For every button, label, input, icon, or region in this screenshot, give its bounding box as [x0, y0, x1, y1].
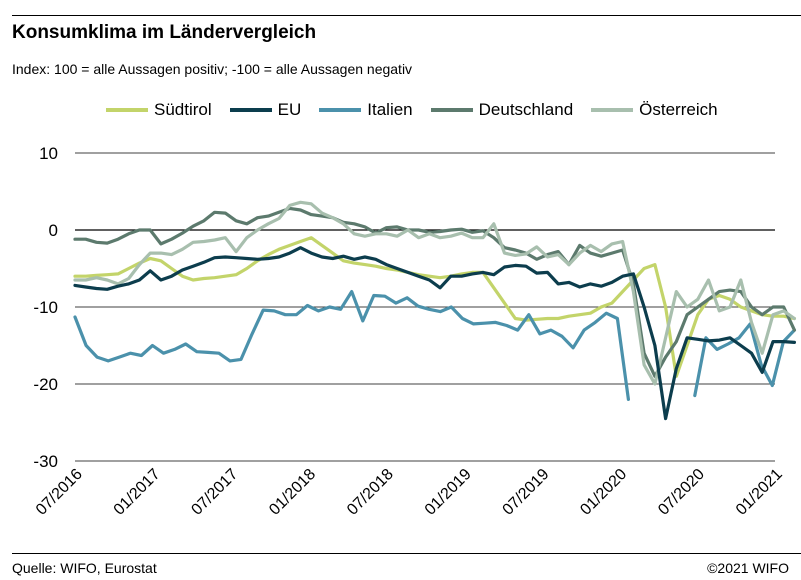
x-tick-label: 01/2018 [266, 466, 319, 519]
y-tick-label: -20 [33, 375, 58, 394]
x-tick-label: 01/2019 [422, 466, 475, 519]
legend-swatch [106, 108, 148, 112]
y-tick-label: 10 [39, 144, 58, 163]
legend-label: Österreich [639, 100, 718, 119]
series-line-deutschland [73, 206, 796, 378]
legend-item-eu: EU [229, 100, 302, 120]
chart-subtitle: Index: 100 = alle Aussagen positiv; -100… [12, 61, 413, 77]
legend-item-suedtirol: Südtirol [106, 100, 212, 120]
legend-swatch [430, 108, 473, 112]
y-tick-label: 0 [49, 221, 58, 240]
legend-label: Italien [367, 100, 413, 119]
y-tick-label: -10 [33, 298, 58, 317]
x-tick-label: 01/2020 [577, 466, 630, 519]
legend-item-deutschland: Deutschland [430, 100, 574, 120]
legend-swatch [591, 108, 634, 112]
legend-label: Deutschland [478, 100, 574, 119]
x-tick-label: 07/2017 [188, 466, 241, 519]
series-line-sterreich [73, 200, 796, 386]
legend: Südtirol EU Italien Deutschland Österrei… [106, 100, 736, 120]
bottom-rule [12, 553, 801, 554]
y-tick-label: -30 [33, 452, 58, 471]
x-tick-label: 01/2017 [111, 466, 164, 519]
x-tick-label: 07/2016 [33, 466, 86, 519]
top-rule [12, 15, 801, 16]
chart-title: Konsumklima im Ländervergleich [12, 22, 317, 43]
legend-label: Südtirol [154, 100, 212, 119]
copyright-note: ©2021 WIFO [707, 560, 789, 576]
x-tick-label: 01/2021 [733, 466, 786, 519]
series-line-italien [73, 290, 796, 401]
series-line-eu [73, 246, 796, 421]
legend-label: EU [277, 100, 302, 119]
legend-item-italien: Italien [319, 100, 413, 120]
source-note: Quelle: WIFO, Eurostat [12, 560, 157, 576]
x-tick-label: 07/2018 [344, 466, 397, 519]
legend-swatch [229, 108, 272, 112]
x-tick-label: 07/2019 [500, 466, 553, 519]
x-tick-label: 07/2020 [655, 466, 708, 519]
series-line-sdtirol [73, 236, 796, 378]
legend-swatch [319, 108, 362, 112]
legend-item-oesterreich: Österreich [591, 100, 718, 120]
